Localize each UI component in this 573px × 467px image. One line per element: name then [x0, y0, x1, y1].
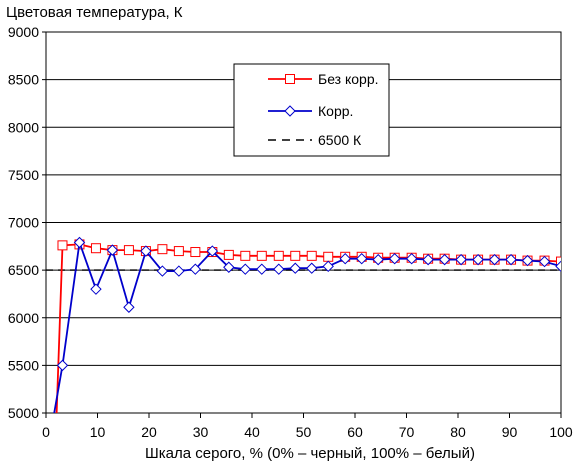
- data-point: [73, 236, 86, 249]
- data-point: [556, 256, 561, 267]
- data-point: [57, 240, 68, 251]
- data-point: [472, 253, 484, 266]
- y-tick-label: 9000: [8, 24, 39, 40]
- data-point: [438, 253, 451, 266]
- legend-label: Корр.: [318, 103, 353, 119]
- data-point: [306, 262, 318, 274]
- legend: Без корр. Корр. 6500 К: [233, 63, 390, 157]
- x-tick-label: 60: [347, 424, 363, 440]
- data-point: [355, 252, 368, 265]
- data-point: [273, 250, 284, 261]
- x-tick-label: 70: [399, 424, 415, 440]
- x-tick-label: 90: [502, 424, 518, 440]
- legend-label: 6500 К: [318, 132, 362, 148]
- data-point: [223, 261, 235, 273]
- grid-lines: [42, 31, 561, 414]
- data-point: [206, 245, 219, 257]
- data-point: [455, 253, 467, 266]
- data-point: [157, 244, 168, 255]
- data-point: [173, 246, 184, 257]
- data-point: [521, 254, 534, 267]
- data-point: [339, 252, 351, 265]
- series-layer: [46, 236, 561, 413]
- y-tick-label: 7000: [8, 215, 39, 231]
- data-point: [240, 250, 251, 261]
- x-tick-label: 50: [296, 424, 312, 440]
- data-point: [106, 244, 119, 256]
- data-point: [156, 265, 169, 277]
- data-point: [256, 250, 267, 261]
- y-tick-label: 6500: [8, 262, 39, 278]
- y-tick-label: 6000: [8, 310, 39, 326]
- data-point: [290, 250, 301, 261]
- data-point: [555, 260, 561, 273]
- series-1: [53, 236, 561, 413]
- data-point: [322, 260, 334, 273]
- data-point: [90, 283, 102, 295]
- data-point: [189, 263, 202, 275]
- x-tick-label: 80: [450, 424, 466, 440]
- x-tick-label: 100: [549, 424, 573, 440]
- x-tick-label: 10: [90, 424, 106, 440]
- x-tick-label: 30: [193, 424, 209, 440]
- data-point: [273, 263, 285, 275]
- legend-marker: [285, 74, 295, 84]
- x-tick-label: 40: [244, 424, 260, 440]
- data-point: [173, 265, 185, 277]
- legend-marker: [284, 105, 296, 117]
- data-point: [223, 249, 234, 260]
- data-point: [90, 243, 101, 254]
- data-point: [123, 245, 134, 256]
- data-point: [422, 253, 434, 266]
- y-tick-label: 8000: [8, 119, 39, 135]
- data-point: [190, 247, 201, 258]
- data-point: [323, 251, 334, 262]
- x-axis-title: Шкала серого, % (0% – черный, 100% – бел…: [145, 445, 475, 462]
- y-tick-label: 7500: [8, 167, 39, 183]
- y-tick-label: 5500: [8, 357, 39, 373]
- data-point: [488, 253, 501, 266]
- data-point: [538, 255, 551, 268]
- data-point: [123, 301, 135, 313]
- y-axis-title: Цветовая температура, К: [6, 4, 183, 21]
- y-tick-label: 8500: [8, 72, 39, 88]
- y-tick-label: 5000: [8, 405, 39, 421]
- x-tick-label: 20: [141, 424, 157, 440]
- data-point: [289, 262, 301, 274]
- data-point: [140, 245, 152, 257]
- data-point: [256, 263, 268, 275]
- data-point: [56, 359, 69, 372]
- data-point: [372, 253, 384, 266]
- data-point: [505, 253, 517, 266]
- data-point: [306, 250, 317, 261]
- data-point: [239, 263, 252, 275]
- data-point: [388, 252, 401, 265]
- x-ticks: 0 10 20 30 40 50 60 70 80 90 100: [42, 413, 573, 440]
- data-point: [405, 252, 418, 265]
- legend-label: Без корр.: [318, 71, 379, 87]
- y-tick-labels: 5000 5500 6000 6500 7000 7500 8000 8500 9000: [8, 24, 39, 421]
- x-tick-label: 0: [42, 424, 50, 440]
